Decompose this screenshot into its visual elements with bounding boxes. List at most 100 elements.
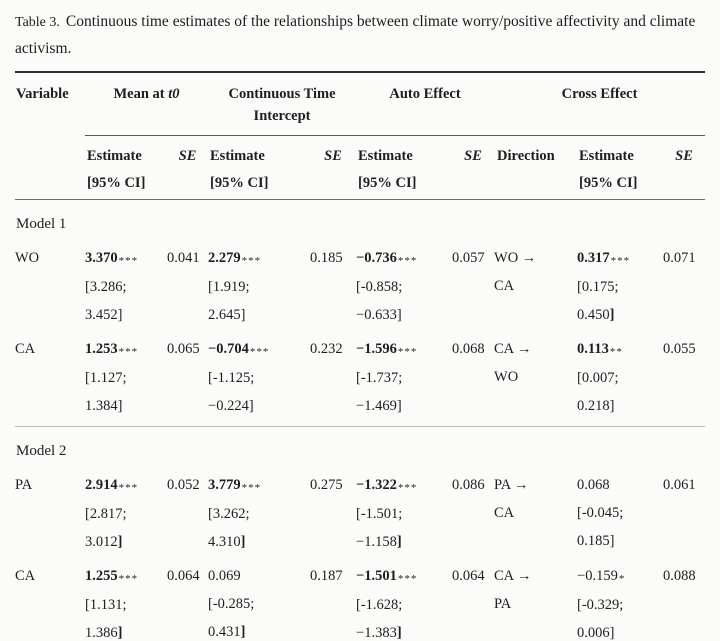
- significance-stars: ***: [118, 345, 139, 358]
- se-cell: 0.071: [663, 244, 705, 335]
- ci-upper: 2.645]: [208, 306, 246, 323]
- table-row: PA 2.914*** [2.817; 3.012] 0.052 3.779*** [3.2…: [15, 471, 705, 562]
- estimate-number: 3.779: [208, 476, 241, 493]
- ci-lower: [-1.628;: [356, 596, 403, 613]
- se-value: 0.064: [452, 567, 485, 584]
- se-value: 0.275: [310, 476, 343, 493]
- estimate-cell: 0.068 [-0.045; 0.185]: [577, 471, 663, 562]
- se-cell: 0.064: [167, 562, 208, 641]
- ci-lower: [-0.329;: [577, 596, 624, 613]
- significance-stars: ***: [241, 254, 262, 267]
- se-value: 0.065: [167, 340, 200, 357]
- estimate-value: 2.279***: [208, 244, 310, 273]
- ci-upper: 0.006]: [577, 624, 615, 641]
- ci-bracket: ]: [396, 533, 402, 550]
- direction-cell: WO → CA: [494, 244, 577, 335]
- estimate-value: −0.736***: [356, 244, 452, 273]
- significance-stars: ***: [241, 481, 262, 494]
- se-value: 0.187: [310, 567, 343, 584]
- ci-upper: 0.218]: [577, 397, 615, 414]
- direction-to: WO: [494, 368, 519, 385]
- estimate-value: 1.253***: [85, 335, 167, 364]
- ci-lower: [1.919;: [208, 278, 250, 295]
- significance-stars: *: [618, 572, 626, 585]
- se-cell: 0.065: [167, 335, 208, 427]
- direction-cell: PA → CA: [494, 471, 577, 562]
- ci-upper: 0.431]: [208, 623, 246, 640]
- table-row: WO 3.370*** [3.286; 3.452] 0.041 2.279*** [1.9…: [15, 244, 705, 335]
- estimate-value: 0.113**: [577, 335, 663, 364]
- estimate-value: 0.317***: [577, 244, 663, 273]
- estimate-header-label: Estimate: [87, 147, 142, 164]
- se-cell: 0.185: [310, 244, 356, 335]
- direction-from: CA →: [494, 567, 532, 584]
- se-cell: 0.055: [663, 335, 705, 427]
- ci-header-label: [95% CI]: [87, 174, 146, 191]
- significance-stars: ***: [397, 572, 418, 585]
- se-cell: 0.088: [663, 562, 705, 641]
- estimate-number: 3.370: [85, 249, 118, 266]
- ci-bracket: ]: [240, 533, 246, 550]
- ci-lower: [3.286;: [85, 278, 127, 295]
- direction-cell: CA → WO: [494, 335, 577, 427]
- variable-cell: CA: [15, 340, 36, 357]
- ci-upper: 3.452]: [85, 306, 123, 323]
- ci-upper: −0.633]: [356, 306, 402, 323]
- ci-bracket: ]: [117, 624, 123, 641]
- ci-upper: 4.310]: [208, 533, 246, 550]
- ci-upper: −1.383]: [356, 624, 402, 641]
- ci-lower: [-1.737;: [356, 369, 403, 386]
- estimate-number: 0.317: [577, 249, 610, 266]
- estimate-number: 2.914: [85, 476, 118, 493]
- se-value: 0.071: [663, 249, 696, 266]
- section-row: Model 2: [15, 425, 706, 471]
- column-group-mean-at-t0: Mean at t0: [85, 72, 209, 136]
- se-header: SE: [452, 135, 495, 200]
- subheader-empty: [15, 135, 85, 200]
- estimate-number: −0.704: [208, 340, 249, 357]
- direction-from: WO →: [494, 249, 537, 266]
- estimate-value: 0.068: [577, 471, 663, 499]
- se-value: 0.061: [663, 476, 696, 493]
- se-value: 0.232: [310, 340, 343, 357]
- direction-header: Direction: [494, 135, 578, 200]
- ci-lower: [-0.858;: [356, 278, 403, 295]
- significance-stars: ***: [249, 345, 270, 358]
- ci-upper: 3.012]: [85, 533, 123, 550]
- se-value: 0.041: [167, 249, 200, 266]
- se-value: 0.185: [310, 249, 343, 266]
- se-value: 0.057: [452, 249, 485, 266]
- ci-lower: [3.262;: [208, 505, 250, 522]
- ci-lower: [-0.045;: [577, 504, 624, 521]
- estimate-cell: 0.113** [0.007; 0.218]: [577, 335, 663, 427]
- table-caption: Table 3. Continuous time estimates of the…: [15, 9, 704, 62]
- direction-to: PA: [494, 595, 512, 612]
- se-value: 0.064: [167, 567, 200, 584]
- ci-header-label: [95% CI]: [210, 174, 269, 191]
- ci-upper: 0.185]: [577, 532, 615, 549]
- se-cell: 0.041: [167, 244, 208, 335]
- ci-bracket: ]: [240, 623, 246, 640]
- estimate-cell: 2.279*** [1.919; 2.645]: [208, 244, 310, 335]
- estimate-number: −1.322: [356, 476, 397, 493]
- t0-italic-label: t0: [168, 86, 180, 102]
- estimate-value: −1.322***: [356, 471, 452, 500]
- significance-stars: ***: [397, 345, 418, 358]
- estimate-value: −1.501***: [356, 562, 452, 591]
- se-header: SE: [663, 135, 706, 200]
- ci-lower: [0.007;: [577, 369, 619, 386]
- se-cell: 0.068: [452, 335, 494, 427]
- estimate-cell: 0.317*** [0.175; 0.450]: [577, 244, 663, 335]
- estimate-cell: 2.914*** [2.817; 3.012]: [85, 471, 167, 562]
- column-group-cross-effect: Cross Effect: [494, 72, 706, 136]
- estimate-cell: −1.596*** [-1.737; −1.469]: [356, 335, 452, 427]
- direction-to: CA: [494, 277, 515, 294]
- table-row: CA 1.253*** [1.127; 1.384] 0.065 −0.704*** [-1…: [15, 335, 705, 427]
- estimate-header: Estimate [95% CI]: [577, 135, 664, 200]
- table-caption-label: Table 3.: [15, 15, 60, 30]
- estimate-cell: −1.322*** [-1.501; −1.158]: [356, 471, 452, 562]
- se-header: SE: [310, 135, 357, 200]
- ci-bracket: ]: [117, 533, 123, 550]
- estimate-number: −0.159: [577, 567, 618, 584]
